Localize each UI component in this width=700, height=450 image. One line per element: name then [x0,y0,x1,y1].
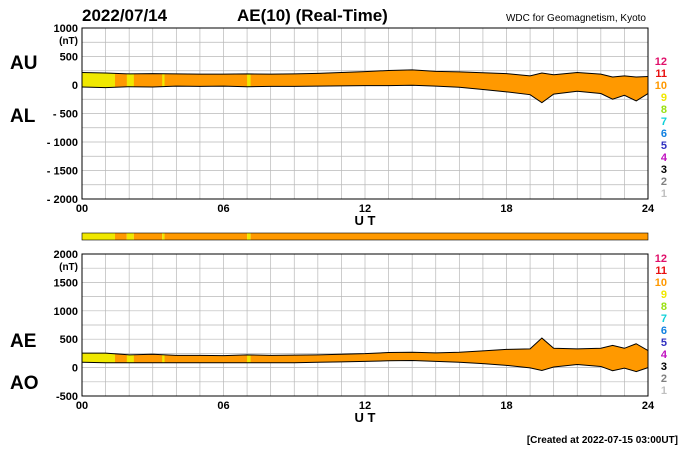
envelope-fill-9-stations [247,354,251,363]
y-unit-label: (nT) [59,262,78,273]
envelope-fill-9-stations [162,73,165,87]
al-series-label: AL [10,106,36,127]
envelope-fill [82,69,648,103]
station-bar-frame [81,232,649,241]
series-line-au [81,69,649,78]
legend-number: 2 [661,373,667,385]
envelope-fill-9-stations [247,73,251,87]
legend-number: 12 [655,253,667,265]
legend-number: 8 [661,301,667,313]
station-bar-segment [250,233,648,240]
legend-number: 6 [661,325,667,337]
x-tick-label: 06 [217,400,229,412]
envelope-fill-9-stations [82,72,116,88]
legend-number: 7 [661,116,667,128]
y-tick-label: - 1000 [47,137,78,149]
station-bar-segment [247,233,251,240]
series-line-ao [81,359,649,373]
station-bar-segment [164,233,248,240]
x-tick-label: 12 [359,203,371,215]
legend-number: 2 [661,176,667,188]
x-tick-label: 24 [642,400,655,412]
envelope-fill-9-stations [126,73,134,87]
y-tick-label: 0 [72,80,78,92]
au-series-label: AU [10,53,37,74]
legend-number: 7 [661,313,667,325]
x-tick-label: 06 [217,203,229,215]
y-tick-label: - 1500 [47,166,78,178]
chart-title: AE(10) (Real-Time) [237,6,388,25]
legend-number: 10 [655,277,667,289]
legend-number: 6 [661,128,667,140]
y-tick-label: 500 [60,52,78,64]
y-tick-label: 2000 [54,249,78,261]
legend-number: 5 [661,337,667,349]
legend-number: 3 [661,361,667,373]
y-tick-label: - 500 [53,109,78,121]
legend-number: 4 [661,152,668,164]
envelope-fill-9-stations [126,354,134,363]
envelope-fill-9-stations [82,353,116,363]
y-tick-label: 1000 [54,23,78,35]
x-tick-label: 24 [642,203,655,215]
envelope-fill [82,338,648,372]
x-tick-label: 12 [359,400,371,412]
legend-number: 9 [661,289,667,301]
legend-number: 1 [661,385,667,397]
station-bar-segment [115,233,127,240]
y-tick-label: 500 [60,334,78,346]
y-tick-label: 1000 [54,306,78,318]
legend-number: 9 [661,92,667,104]
station-bar-segment [162,233,165,240]
plot-frame [81,253,649,397]
x-tick-label: 00 [76,203,88,215]
created-timestamp: [Created at 2022-07-15 03:00UT] [527,435,678,446]
series-line-ae [82,337,649,357]
date-title: 2022/07/14 [82,6,168,25]
station-bar-segment [126,233,134,240]
x-tick-label: 18 [500,400,512,412]
station-bar-segment [82,233,116,240]
ae-series-label: AE [10,331,36,352]
y-tick-label: -500 [56,391,78,403]
x-tick-label: 18 [500,203,512,215]
y-unit-label: (nT) [59,36,78,47]
legend-number: 3 [661,164,667,176]
y-tick-label: 1500 [54,277,78,289]
legend-number: 12 [655,56,667,68]
station-bar-segment [133,233,163,240]
source-label: WDC for Geomagnetism, Kyoto [506,13,646,24]
x-axis-label: U T [355,410,376,425]
legend-number: 5 [661,140,667,152]
legend-number: 4 [661,349,668,361]
au-al-panel: 1000 500 0 - 500 - 1000 - 1500 - 2000 (nT) 00 06 1… [47,23,655,228]
envelope-fill-9-stations [162,354,165,363]
legend-number: 10 [655,80,667,92]
legend-number: 11 [655,68,667,80]
plot-frame [81,27,649,200]
y-tick-label: - 2000 [47,194,78,206]
legend-number: 11 [655,265,667,277]
station-count-bar [81,232,649,241]
legend-number: 8 [661,104,667,116]
x-axis-label: U T [355,213,376,228]
ae-ao-panel: 2000 1500 1000 500 0 -500 (nT) 00 06 12 18 24 U T [54,249,655,425]
series-line-al [81,84,649,104]
y-tick-label: 0 [72,363,78,375]
ao-series-label: AO [10,373,39,394]
legend-number: 1 [661,188,667,200]
x-tick-label: 00 [76,400,88,412]
